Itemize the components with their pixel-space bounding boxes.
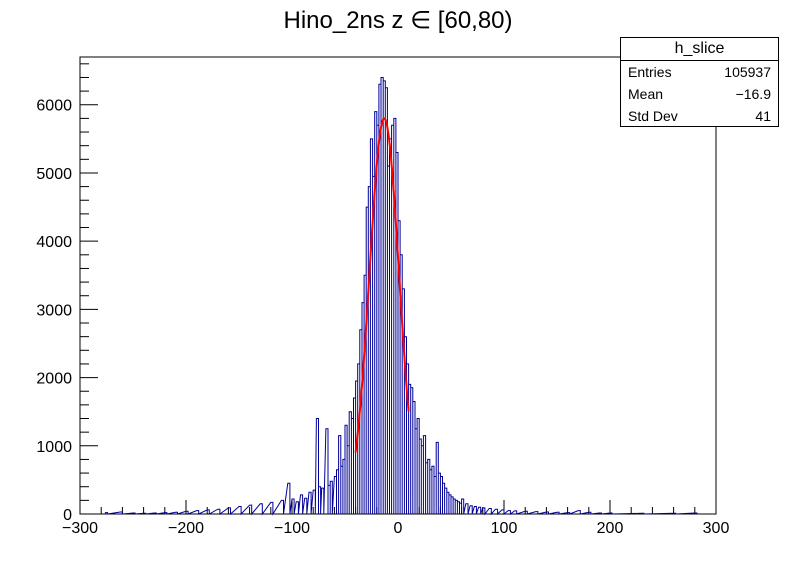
y-tick-label: 6000: [36, 98, 72, 115]
stats-label-mean: Mean: [628, 86, 664, 102]
y-tick-label: 3000: [36, 302, 72, 319]
histogram-series: [104, 77, 698, 516]
x-tick-label: 200: [597, 520, 624, 537]
x-tick-label: −300: [62, 520, 98, 537]
chart-title: Hino_2ns z ∈ [60,80): [283, 7, 513, 34]
stats-box: h_slice Entries 105937 Mean −16.9 Std De…: [620, 37, 779, 127]
stats-label-entries: Entries: [628, 64, 672, 80]
x-tick-label: −200: [168, 520, 204, 537]
stats-value-stddev: 41: [755, 108, 771, 124]
stats-value-mean: −16.9: [735, 86, 771, 102]
y-tick-label: 0: [63, 507, 72, 524]
stats-label-stddev: Std Dev: [628, 108, 678, 124]
stats-row-entries: Entries 105937: [621, 61, 778, 83]
y-tick-label: 5000: [36, 166, 72, 183]
gaussian-fit-curve: [354, 117, 410, 453]
y-tick-label: 1000: [36, 439, 72, 456]
y-tick-label: 2000: [36, 371, 72, 388]
x-tick-label: 300: [703, 520, 730, 537]
stats-row-mean: Mean −16.9: [621, 83, 778, 105]
x-tick-label: −100: [274, 520, 310, 537]
x-tick-label: 100: [491, 520, 518, 537]
stats-value-entries: 105937: [724, 64, 771, 80]
x-tick-label: 0: [394, 520, 403, 537]
stats-row-stddev: Std Dev 41: [621, 105, 778, 127]
stats-box-title: h_slice: [621, 38, 778, 61]
y-tick-label: 4000: [36, 234, 72, 251]
